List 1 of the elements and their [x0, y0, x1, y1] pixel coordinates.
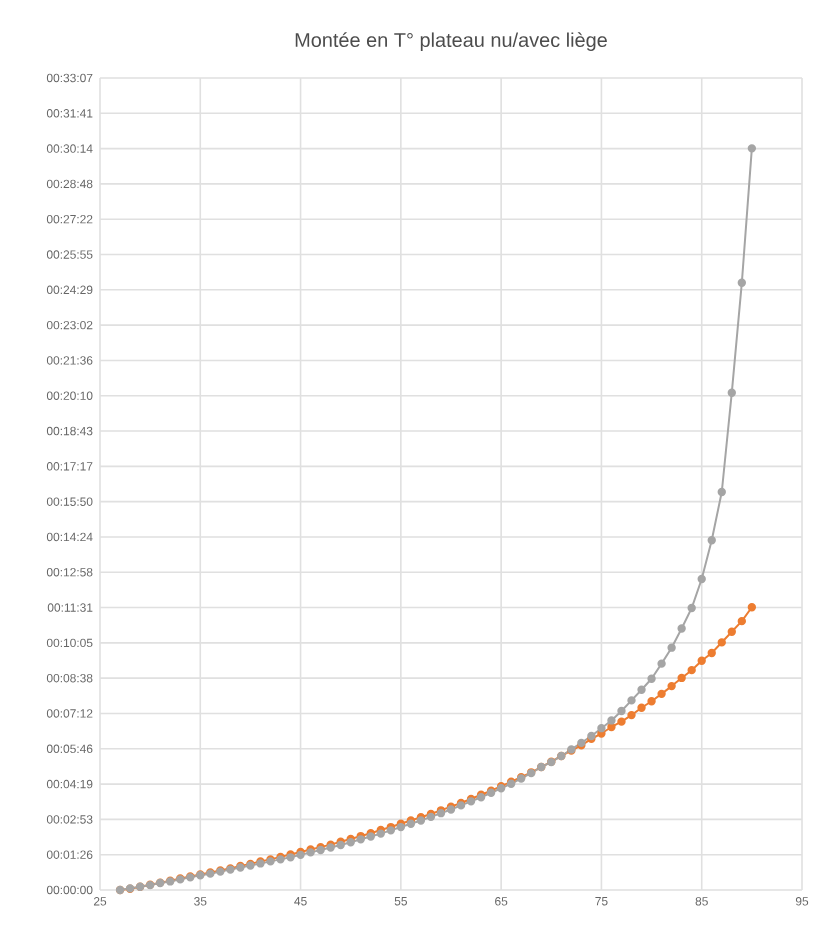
chart-title: Montée en T° plateau nu/avec liège [295, 32, 607, 51]
